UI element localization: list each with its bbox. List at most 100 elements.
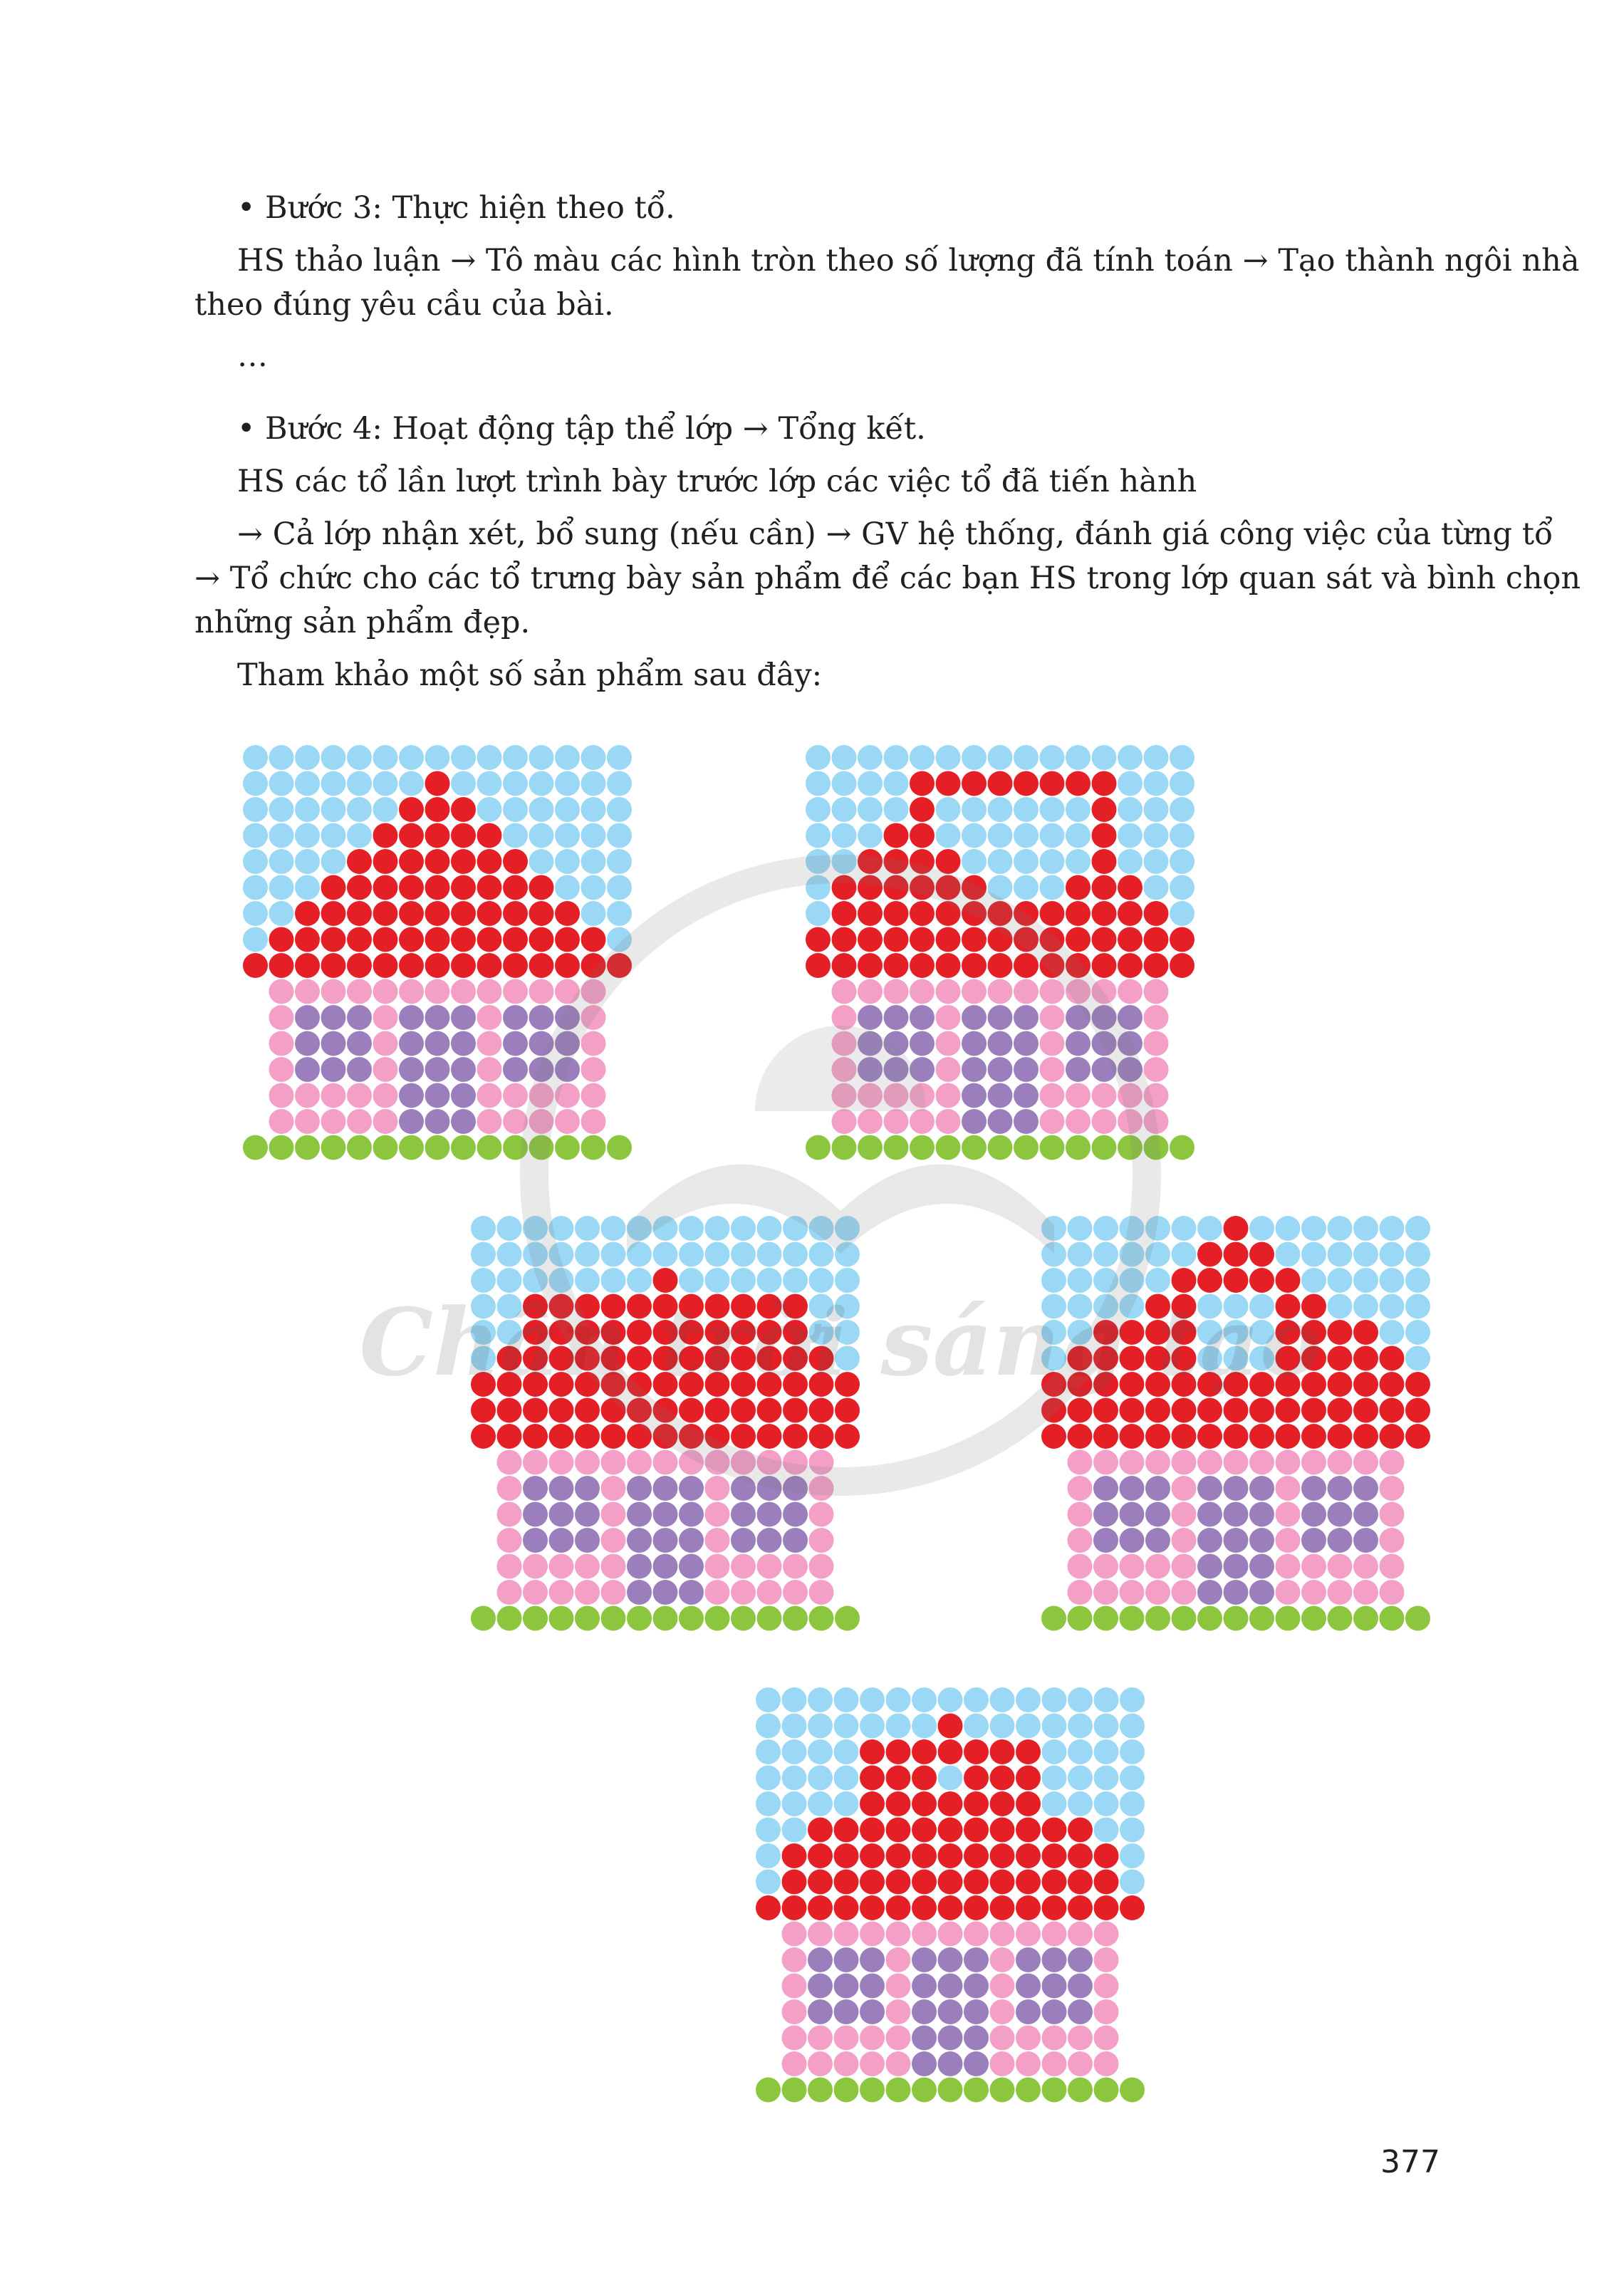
roof-dot [808,1869,833,1895]
wall-dot [831,1057,857,1082]
sky-dot [1093,1765,1119,1791]
roof-dot [1143,953,1169,978]
roof-dot [731,1345,756,1371]
roof-dot [912,1843,937,1868]
roof-dot [548,1293,574,1319]
wall-dot [321,1083,346,1108]
sky-dot [581,875,606,900]
roof-dot [783,1320,808,1345]
wall-dot [883,1083,909,1108]
sky-dot [1039,745,1065,770]
grass-dot [269,1135,294,1160]
window-dot [523,1501,548,1527]
window-dot [1014,1109,1039,1134]
roof-dot [600,1372,626,1397]
roof-dot [1041,1424,1066,1449]
roof-dot [627,1345,652,1371]
roof-dot [295,953,320,978]
sky-dot [529,797,554,822]
sky-dot [1041,1320,1066,1345]
roof-dot [1145,1345,1170,1371]
sky-dot [831,823,857,848]
window-dot [1041,1999,1067,2024]
sky-dot [321,823,346,848]
sky-dot [581,823,606,848]
roof-dot [575,1345,600,1371]
sky-dot [555,771,580,796]
page-number: 377 [1380,2144,1440,2180]
wall-dot [496,1501,522,1527]
sky-dot [806,745,831,770]
wall-dot [581,979,606,1004]
roof-dot [860,1843,885,1868]
sky-dot [1171,1241,1197,1267]
grass-dot [496,1605,522,1631]
wall-dot [910,1109,935,1134]
step4-line-3: → Tổ chức cho các tổ trưng bày sản phẩm … [194,561,1581,596]
sky-dot [1067,1293,1093,1319]
wall-dot [935,1031,961,1056]
roof-dot [1119,1320,1145,1345]
wall-dot [731,1553,756,1579]
roof-dot [1118,875,1142,900]
sky-dot [1093,1739,1119,1764]
roof-dot [831,875,857,900]
window-dot [451,1109,476,1134]
wall-dot [1118,1083,1142,1108]
roof-dot [1145,1397,1170,1423]
grass-dot [833,2077,859,2103]
wall-dot [600,1501,626,1527]
grass-dot [243,1135,268,1160]
roof-dot [451,849,476,874]
roof-dot [1091,953,1117,978]
sky-dot [1223,1320,1249,1345]
window-dot [910,1005,935,1030]
grass-dot [731,1605,756,1631]
wall-dot [1145,1449,1170,1475]
roof-dot [1170,953,1194,978]
sky-dot [1093,1241,1118,1267]
step4-line-1: HS các tổ lần lượt trình bày trước lớp c… [237,464,1197,499]
roof-dot [1223,1397,1249,1423]
sky-dot [883,745,909,770]
grass-dot [1041,1605,1066,1631]
roof-dot [1091,901,1117,926]
window-dot [910,1057,935,1082]
sky-dot [1093,1687,1119,1712]
wall-dot [1353,1449,1378,1475]
roof-dot [912,1895,937,1920]
roof-dot [451,901,476,926]
sky-dot [1014,875,1039,900]
grass-dot [1093,2077,1119,2103]
wall-dot [529,1083,554,1108]
roof-dot [835,1424,860,1449]
sky-dot [731,1216,756,1241]
wall-dot [581,1083,606,1108]
roof-dot [704,1320,730,1345]
roof-dot [1327,1424,1353,1449]
sky-dot [1170,745,1194,770]
roof-dot [987,953,1013,978]
grass-dot [781,2077,807,2103]
grass-dot [471,1605,496,1631]
wall-dot [503,1083,528,1108]
roof-dot [935,875,961,900]
watermark-text: Chân trời sáng tạo [360,1288,1322,1397]
grass-dot [321,1135,346,1160]
sky-dot [756,1843,781,1868]
sky-dot [808,1687,833,1712]
wall-dot [1067,1501,1093,1527]
grass-dot [1170,1135,1194,1160]
window-dot [1014,1057,1039,1082]
sky-dot [1405,1268,1430,1293]
window-dot [529,1005,554,1030]
roof-dot [912,1869,937,1895]
sky-dot [1145,1268,1170,1293]
sky-dot [1039,823,1065,848]
grass-dot [555,1135,580,1160]
wall-dot [496,1476,522,1501]
roof-dot [1091,771,1117,796]
sky-dot [883,771,909,796]
window-dot [1301,1528,1326,1553]
sky-dot [627,1268,652,1293]
